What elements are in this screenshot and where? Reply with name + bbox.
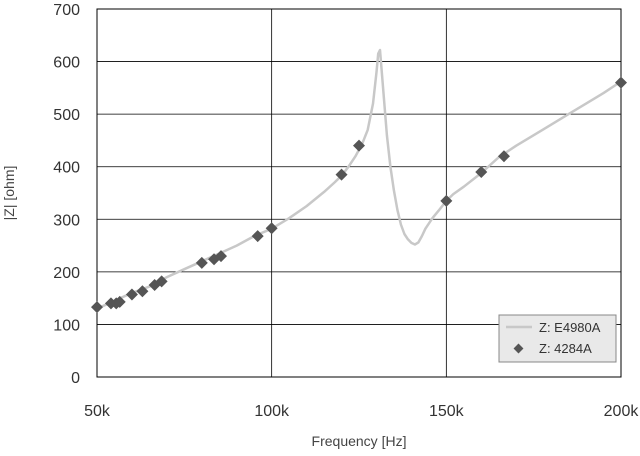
data-point-4284a-9: [208, 253, 221, 266]
data-point-4284a-17: [497, 150, 510, 163]
data-point-4284a-5: [136, 285, 149, 298]
data-point-4284a-12: [265, 222, 278, 235]
data-point-4284a-13: [335, 168, 348, 181]
x-tick-label-0: 50k: [84, 403, 111, 420]
legend-box: [498, 314, 617, 363]
data-point-4284a-3: [113, 295, 126, 308]
y-tick-label-7: 700: [53, 2, 80, 19]
x-tick-label-3: 200k: [604, 403, 640, 420]
x-tick-label-1: 100k: [254, 403, 290, 420]
series-line-e4980a: [95, 48, 623, 310]
plot-frame: [96, 8, 622, 378]
y-tick-label-4: 400: [53, 160, 80, 177]
y-tick-label-5: 500: [53, 107, 80, 124]
grid: [97, 9, 621, 377]
legend-marker-swatch: [513, 343, 524, 354]
y-tick-label-6: 600: [53, 55, 80, 72]
data-point-4284a-7: [155, 275, 168, 288]
y-tick-label-2: 200: [53, 265, 80, 282]
data-point-4284a-14: [353, 139, 365, 152]
x-tick-labels: 50k 100k 150k 200k: [84, 403, 639, 420]
data-point-4284a-10: [215, 250, 228, 263]
data-point-4284a-8: [195, 256, 208, 269]
x-axis-title: Frequency [Hz]: [312, 433, 407, 449]
data-point-4284a-0: [91, 301, 103, 314]
y-tick-label-3: 300: [53, 212, 80, 229]
data-point-4284a-16: [475, 165, 488, 178]
y-tick-label-0: 0: [71, 370, 80, 387]
legend-label-4284a: Z: 4284A: [539, 341, 592, 356]
series-layer: [91, 48, 627, 314]
y-tick-label-1: 100: [53, 317, 80, 334]
y-tick-labels: 0 100 200 300 400 500 600 700: [53, 2, 80, 387]
data-point-4284a-11: [251, 230, 264, 243]
legend: Z: E4980A Z: 4284A: [498, 314, 617, 363]
data-point-4284a-15: [440, 194, 453, 207]
data-point-4284a-4: [125, 288, 138, 301]
x-tick-label-2: 150k: [429, 403, 465, 420]
y-axis-title: |Z| [ohm]: [1, 166, 17, 221]
data-point-4284a-18: [615, 76, 627, 89]
legend-label-e4980a: Z: E4980A: [539, 320, 601, 335]
